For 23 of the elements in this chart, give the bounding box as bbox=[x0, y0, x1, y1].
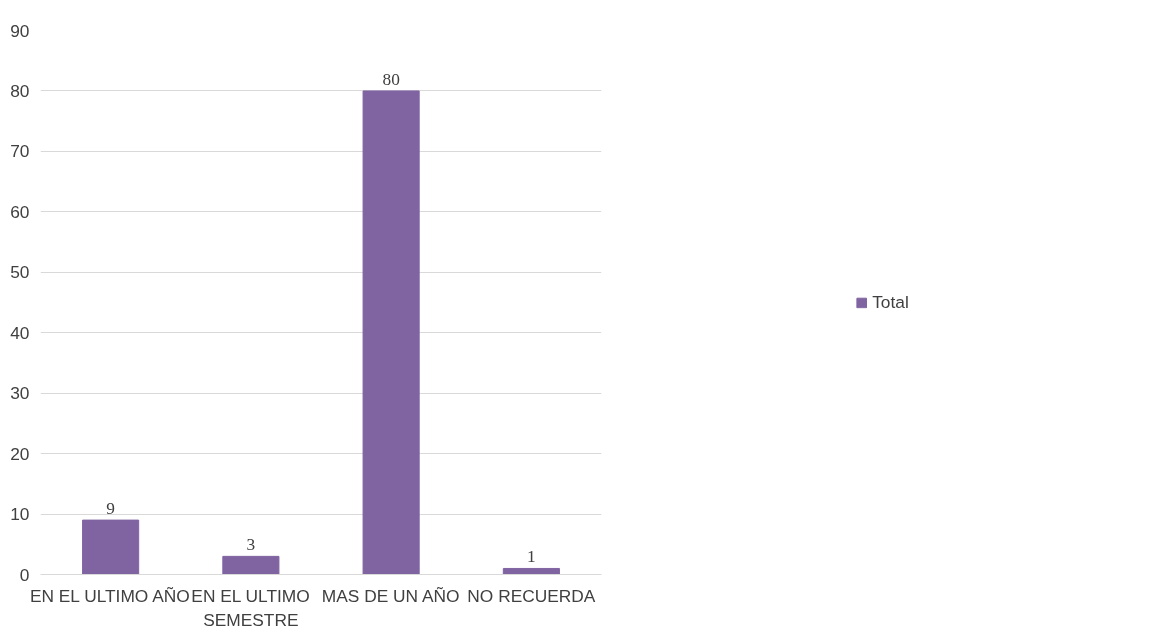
x-tick-label: EN EL ULTIMO SEMESTRE bbox=[191, 585, 310, 630]
y-tick-label: 10 bbox=[10, 504, 30, 525]
x-tick-label: MAS DE UN AÑO bbox=[321, 585, 460, 606]
x-tick-label: NO RECUERDA bbox=[467, 585, 596, 606]
data-label: 1 bbox=[527, 547, 536, 567]
y-tick-label: 0 bbox=[19, 564, 30, 585]
legend-label: Total bbox=[872, 291, 909, 313]
y-tick-label: 50 bbox=[10, 262, 30, 283]
x-tick-label: EN EL ULTIMO AÑO bbox=[29, 585, 190, 606]
y-tick-label: 90 bbox=[10, 20, 30, 41]
data-label: 80 bbox=[382, 69, 400, 89]
bar bbox=[82, 519, 140, 575]
y-tick-label: 80 bbox=[10, 80, 30, 101]
bar bbox=[222, 555, 280, 575]
y-tick-label: 70 bbox=[10, 141, 30, 162]
y-tick-label: 20 bbox=[10, 443, 30, 464]
y-tick-label: 30 bbox=[10, 383, 30, 404]
y-tick-label: 40 bbox=[10, 322, 30, 343]
y-tick-label: 60 bbox=[10, 201, 30, 222]
bar bbox=[362, 90, 420, 575]
data-label: 3 bbox=[246, 535, 256, 555]
bar bbox=[502, 567, 560, 575]
data-label: 9 bbox=[106, 499, 115, 519]
